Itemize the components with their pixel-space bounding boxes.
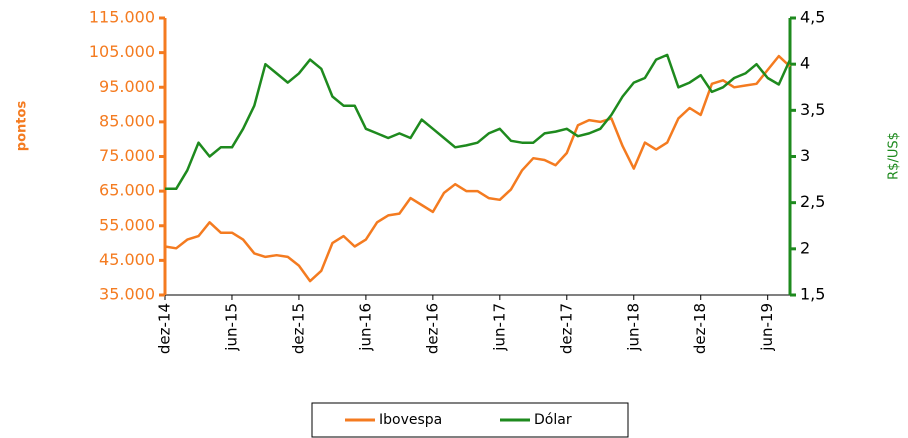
y2-tick-label: 2 — [800, 238, 810, 257]
legend-label: Ibovespa — [379, 412, 442, 428]
y-tick-label: 55.000 — [99, 215, 155, 234]
legend-label: Dólar — [534, 412, 572, 428]
x-tick-label: jun-19 — [758, 303, 776, 352]
y-tick-label: 115.000 — [89, 8, 155, 27]
y2-tick-label: 4 — [800, 54, 810, 73]
y2-axis-label: R$/US$ — [887, 132, 902, 180]
y-tick-label: 75.000 — [99, 146, 155, 165]
series-line — [164, 54, 791, 283]
x-tick-label: jun-18 — [624, 303, 642, 352]
x-tick-label: dez-16 — [423, 303, 441, 354]
y-tick-label: 105.000 — [89, 42, 155, 61]
x-tick-label: jun-16 — [356, 303, 374, 352]
y2-tick-label: 3,5 — [800, 100, 825, 119]
y2-tick-label: 1,5 — [800, 285, 825, 304]
x-tick-label: dez-15 — [289, 303, 307, 354]
y-axis-label: pontos — [15, 101, 30, 152]
y-tick-label: 35.000 — [99, 285, 155, 304]
x-tick-label: dez-18 — [691, 303, 709, 354]
x-tick-label: jun-15 — [222, 303, 240, 352]
y-tick-label: 85.000 — [99, 111, 155, 130]
y2-tick-label: 2,5 — [800, 192, 825, 211]
y-tick-label: 65.000 — [99, 181, 155, 200]
x-tick-label: dez-14 — [156, 303, 174, 354]
series-line — [165, 53, 792, 191]
y-tick-label: 45.000 — [99, 250, 155, 269]
y2-tick-label: 4,5 — [800, 8, 825, 27]
y-tick-label: 95.000 — [99, 77, 155, 96]
x-tick-label: jun-17 — [490, 303, 508, 352]
y2-tick-label: 3 — [800, 146, 810, 165]
x-tick-label: dez-17 — [557, 303, 575, 354]
